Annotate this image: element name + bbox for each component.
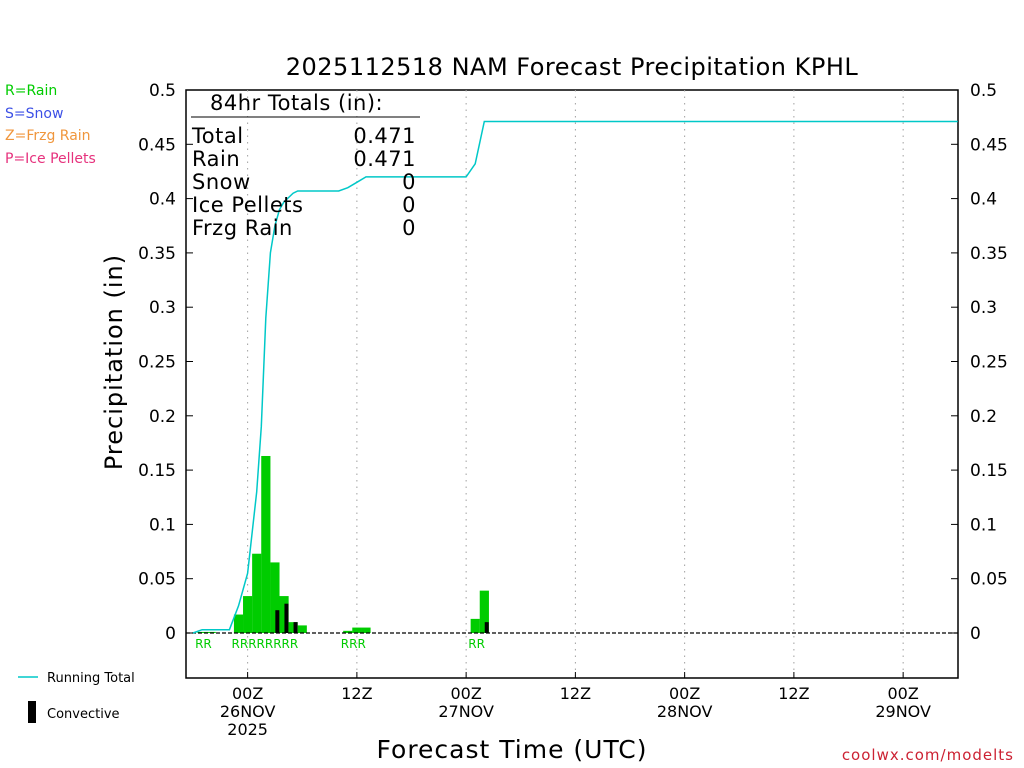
legend-ice-pellets: P=Ice Pellets xyxy=(5,151,96,167)
y-tick-label-right: 0.45 xyxy=(970,135,1008,155)
rain-bar xyxy=(288,622,298,633)
convective-legend-swatch xyxy=(28,701,36,723)
x-tick-label: 26NOV xyxy=(220,702,276,721)
precip-type-label: RR xyxy=(468,637,485,651)
totals-value-total: 0.471 xyxy=(353,124,416,148)
y-axis-ticks: 0 00.05 0.050.1 0.10.15 0.150.2 0.20.25 0.250.… xyxy=(138,81,1008,644)
x-tick-label: 27NOV xyxy=(438,702,494,721)
rain-bar xyxy=(297,625,307,633)
legend-snow: S=Snow xyxy=(5,106,63,122)
totals-label-snow: Snow xyxy=(192,170,251,194)
convective-bar xyxy=(484,622,489,633)
rain-bar xyxy=(470,618,480,633)
precip-type-label: RRR xyxy=(341,637,366,651)
rain-bars xyxy=(197,455,489,633)
y-tick-label-right: 0.5 xyxy=(970,81,997,101)
rain-bar xyxy=(343,630,353,633)
totals-value-snow: 0 xyxy=(402,170,416,194)
x-tick-label: 00Z xyxy=(887,684,918,703)
totals-label-rain: Rain xyxy=(192,147,240,171)
credit-link[interactable]: coolwx.com/modelts xyxy=(842,746,1014,764)
gridlines xyxy=(247,90,904,678)
series-legend: Running Total Convective xyxy=(18,671,135,723)
y-tick-label-right: 0.05 xyxy=(970,570,1008,590)
convective-legend-label: Convective xyxy=(47,707,120,722)
plot-frame xyxy=(185,89,959,679)
totals-value-ice-pellets: 0 xyxy=(402,193,416,217)
y-tick-label-left: 0.3 xyxy=(149,298,176,318)
y-tick-label-left: 0.5 xyxy=(149,81,176,101)
precip-type-labels: RR RRRRRRRR RRR RR xyxy=(195,637,485,651)
x-tick-label: 00Z xyxy=(450,684,481,703)
legend-frzg-rain: Z=Frzg Rain xyxy=(5,128,91,144)
totals-value-frzg-rain: 0 xyxy=(402,216,416,240)
precip-type-label: RRRRRRRR xyxy=(232,637,299,651)
y-tick-label-right: 0.35 xyxy=(970,244,1008,264)
y-tick-label-right: 0.4 xyxy=(970,190,997,210)
y-tick-label-left: 0.35 xyxy=(138,244,176,264)
x-tick-label: 00Z xyxy=(232,684,263,703)
legend-rain: R=Rain xyxy=(5,83,57,99)
rain-bar xyxy=(233,614,244,633)
rain-bar xyxy=(479,590,489,633)
y-tick-label-right: 0.2 xyxy=(970,407,997,427)
y-tick-label-left: 0 xyxy=(165,624,176,644)
rain-bar xyxy=(352,627,362,633)
rain-bar xyxy=(261,455,271,633)
convective-bar xyxy=(275,610,280,633)
rain-bar xyxy=(197,631,207,633)
running-total-line xyxy=(192,120,958,634)
y-tick-label-left: 0.15 xyxy=(138,461,176,481)
x-tick-label: 2025 xyxy=(227,720,268,739)
x-tick-label: 12Z xyxy=(341,684,372,703)
y-tick-label-left: 0.4 xyxy=(149,190,176,210)
running-total-legend-label: Running Total xyxy=(47,671,135,686)
rain-bar xyxy=(279,596,289,633)
y-tick-label-right: 0.15 xyxy=(970,461,1008,481)
x-tick-label: 29NOV xyxy=(875,702,931,721)
totals-label-total: Total xyxy=(191,124,244,148)
precip-type-label: RR xyxy=(195,637,212,651)
y-tick-label-right: 0 xyxy=(970,624,981,644)
totals-header: 84hr Totals (in): xyxy=(210,91,383,115)
x-axis-label: Forecast Time (UTC) xyxy=(377,735,648,764)
totals-value-rain: 0.471 xyxy=(353,147,416,171)
x-tick-label: 12Z xyxy=(560,684,591,703)
y-tick-label-right: 0.1 xyxy=(970,515,997,535)
totals-label-frzg-rain: Frzg Rain xyxy=(192,216,293,240)
y-tick-label-left: 0.25 xyxy=(138,353,176,373)
y-axis-label: Precipitation (in) xyxy=(100,254,128,470)
rain-bar xyxy=(252,553,262,633)
y-tick-label-left: 0.2 xyxy=(149,407,176,427)
y-tick-label-right: 0.3 xyxy=(970,298,997,318)
y-tick-label-left: 0.45 xyxy=(138,135,176,155)
convective-bar xyxy=(293,622,298,633)
y-tick-label-left: 0.05 xyxy=(138,570,176,590)
x-tick-label: 00Z xyxy=(669,684,700,703)
rain-bar xyxy=(270,562,280,633)
y-tick-label-right: 0.25 xyxy=(970,353,1008,373)
y-tick-label-left: 0.1 xyxy=(149,515,176,535)
chart-title: 2025112518 NAM Forecast Precipitation KP… xyxy=(286,53,859,81)
x-tick-label: 12Z xyxy=(778,684,809,703)
rain-bar xyxy=(243,596,253,633)
rain-bar xyxy=(361,627,371,633)
totals-label-ice-pellets: Ice Pellets xyxy=(192,193,303,217)
convective-bars xyxy=(275,603,489,633)
x-tick-label: 28NOV xyxy=(657,702,713,721)
convective-bar xyxy=(284,603,289,633)
totals-box: 84hr Totals (in): Total 0.471 Rain 0.471… xyxy=(191,91,420,240)
